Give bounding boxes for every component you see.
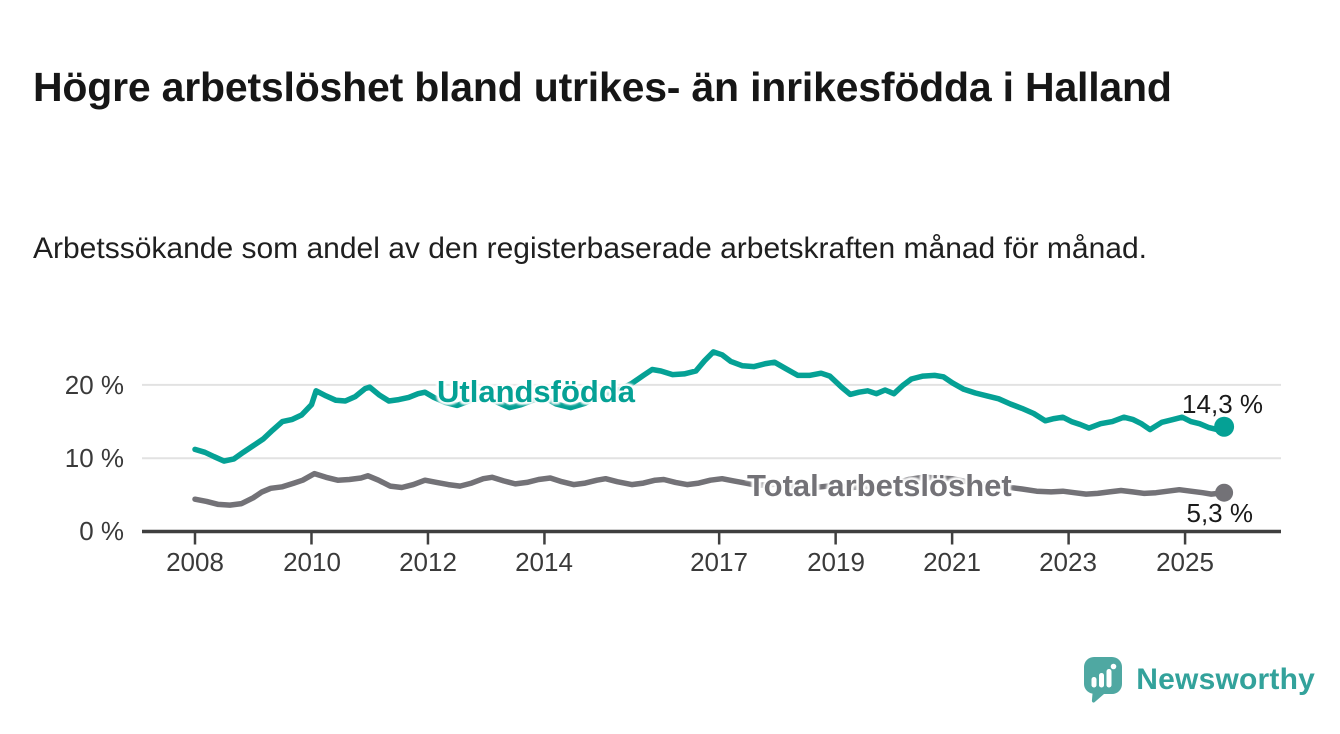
series-end-dot-1 xyxy=(1215,483,1234,502)
y-tick-label-20: 20 % xyxy=(64,370,124,400)
end-value-label-utlandsfodda: 14,3 % xyxy=(1182,389,1263,419)
x-tick-label-2019: 2019 xyxy=(807,547,865,577)
speech-bubble-bar-chart-icon xyxy=(1084,657,1123,703)
x-tick-label-2025: 2025 xyxy=(1156,547,1214,577)
x-tick-label-2012: 2012 xyxy=(399,547,457,577)
newsworthy-logo: Newsworthy xyxy=(1083,656,1315,703)
y-tick-label-0: 0 % xyxy=(79,516,124,546)
series-line-0 xyxy=(192,349,1227,464)
series-label-utlandsfodda: Utlandsfödda xyxy=(437,374,636,409)
x-tick-label-2017: 2017 xyxy=(690,547,748,577)
x-tick-label-2010: 2010 xyxy=(283,547,341,577)
x-tick-label-2008: 2008 xyxy=(166,547,224,577)
page-title: Högre arbetslöshet bland utrikes- än inr… xyxy=(33,64,1172,111)
series-label-total-arbetsloshet: Total arbetslöshet xyxy=(747,468,1012,503)
newsworthy-logo-text: Newsworthy xyxy=(1136,662,1315,696)
x-tick-label-2014: 2014 xyxy=(515,547,573,577)
y-tick-label-10: 10 % xyxy=(64,443,124,473)
x-tick-label-2021: 2021 xyxy=(923,547,981,577)
series-line-1 xyxy=(192,470,1227,508)
series-end-dot-0 xyxy=(1214,416,1235,437)
x-tick-label-2023: 2023 xyxy=(1039,547,1097,577)
chart-subtitle: Arbetssökande som andel av den registerb… xyxy=(33,232,1147,265)
end-value-label-total: 5,3 % xyxy=(1186,498,1254,528)
